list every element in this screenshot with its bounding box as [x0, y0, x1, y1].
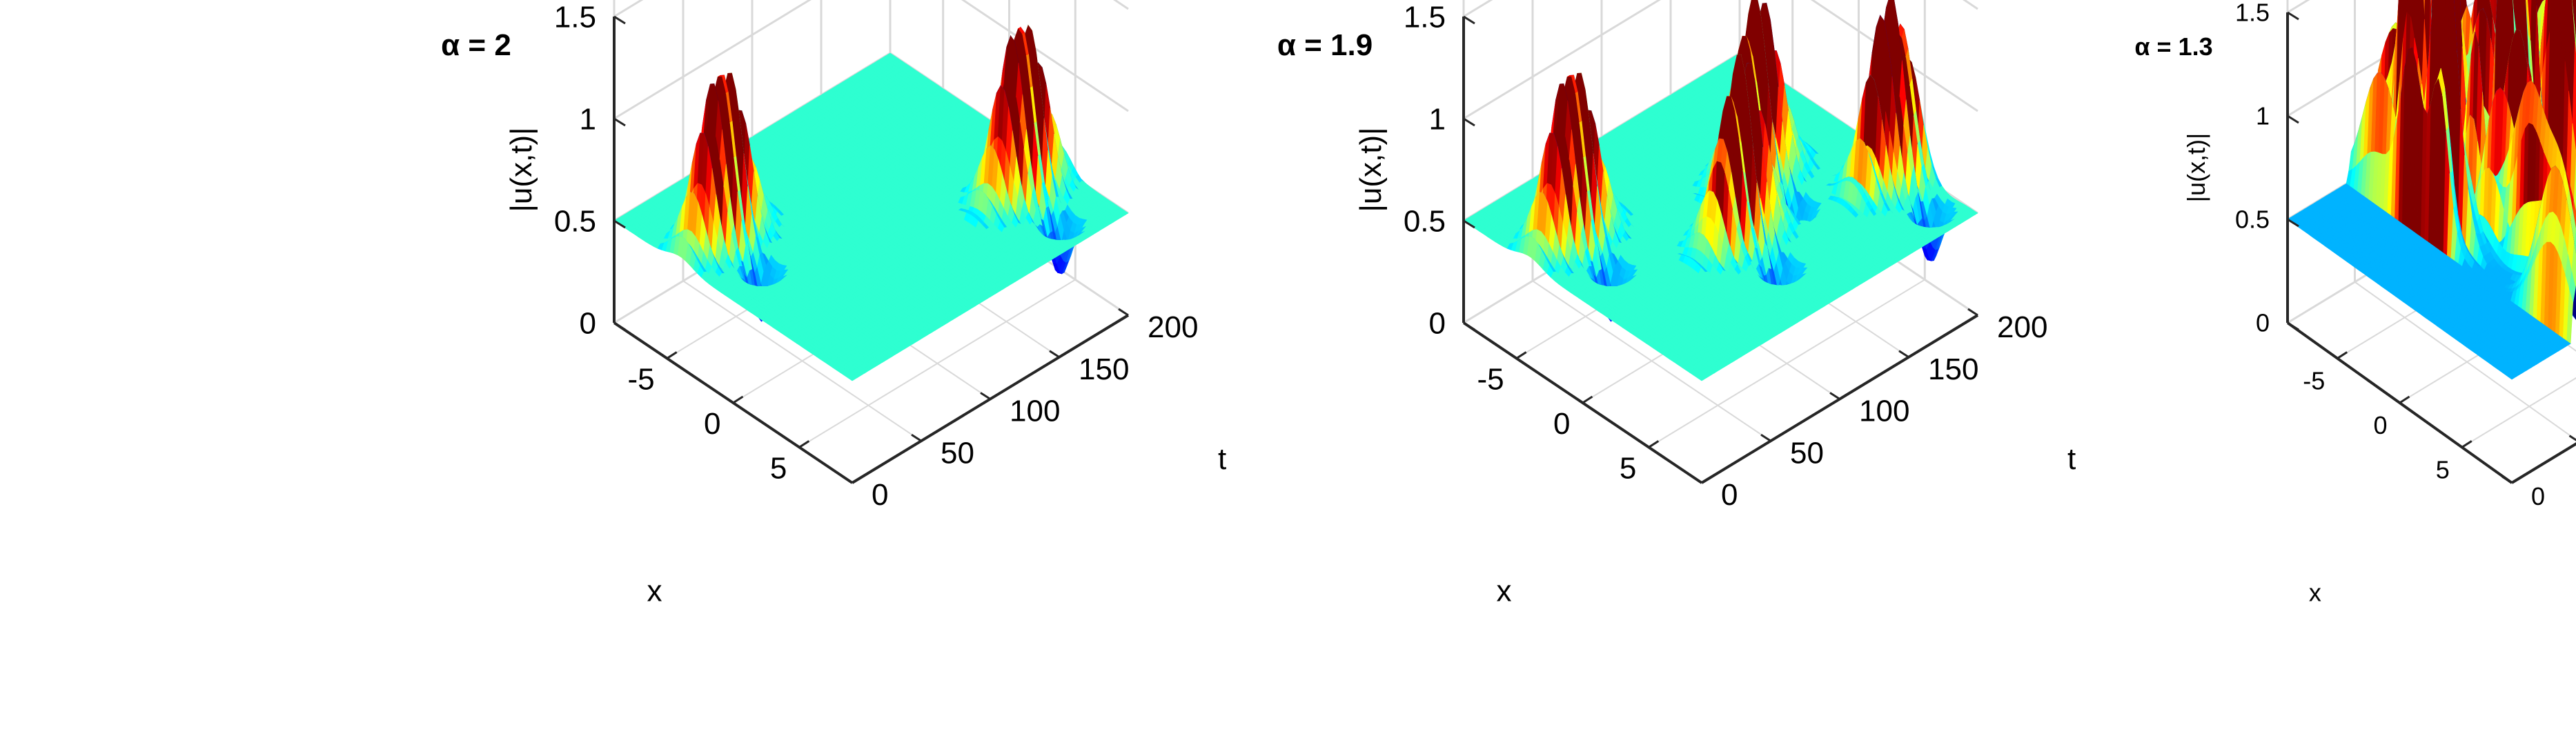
t-tick-label: 0	[1721, 478, 1738, 512]
chart-title: α = 2	[441, 28, 511, 62]
t-tick-label: 150	[1928, 352, 1978, 386]
surface	[2287, 0, 2576, 380]
z-tick-label: 1	[580, 102, 596, 136]
t-tick-label: 200	[1148, 310, 1198, 344]
x-tick-label: -5	[1477, 363, 1504, 397]
z-tick-label: 0.5	[554, 204, 596, 238]
chart-title: α = 1.9	[1277, 28, 1373, 62]
z-tick-label: 0.5	[2235, 206, 2270, 234]
z-axis-label: |u(x,t)|	[504, 127, 538, 212]
z-axis-label: |u(x,t)|	[2182, 133, 2210, 203]
x-axis-label: x	[2309, 578, 2321, 606]
z-tick-label: 0	[580, 306, 596, 340]
t-tick-label: 0	[2531, 482, 2545, 510]
x-tick-label: 0	[2373, 411, 2387, 439]
t-tick-label: 50	[941, 436, 974, 470]
z-tick-label: 1	[1429, 102, 1446, 136]
t-tick-label: 200	[1997, 310, 2047, 344]
z-tick-label: 0.5	[1404, 204, 1446, 238]
t-tick-label: 100	[1859, 395, 1909, 428]
x-axis-label: x	[647, 574, 662, 608]
x-tick-label: 0	[1553, 407, 1570, 441]
x-tick-label: 5	[1620, 451, 1636, 485]
surface	[1463, 0, 1978, 381]
t-axis-label: t	[2067, 442, 2076, 476]
x-axis-label: x	[1497, 574, 1512, 608]
surface	[613, 24, 1129, 381]
x-tick-label: -5	[2303, 367, 2325, 395]
x-tick-label: -5	[628, 363, 655, 397]
t-axis-label: t	[1218, 442, 1226, 476]
x-tick-label: 0	[704, 407, 720, 441]
t-tick-label: 150	[1079, 352, 1129, 386]
z-tick-label: 0	[1429, 306, 1446, 340]
z-tick-label: 1	[2256, 102, 2270, 130]
x-tick-label: 5	[2436, 455, 2450, 484]
chart-title: α = 1.3	[2134, 32, 2212, 61]
t-tick-label: 50	[1790, 436, 1824, 470]
z-tick-label: 0	[2256, 309, 2270, 337]
t-tick-label: 0	[872, 478, 888, 512]
z-tick-label: 1.5	[2235, 0, 2270, 27]
x-tick-label: 5	[770, 451, 787, 485]
z-axis-label: |u(x,t)|	[1354, 127, 1388, 212]
z-tick-label: 1.5	[554, 0, 596, 34]
t-tick-label: 100	[1010, 395, 1060, 428]
z-tick-label: 1.5	[1404, 0, 1446, 34]
